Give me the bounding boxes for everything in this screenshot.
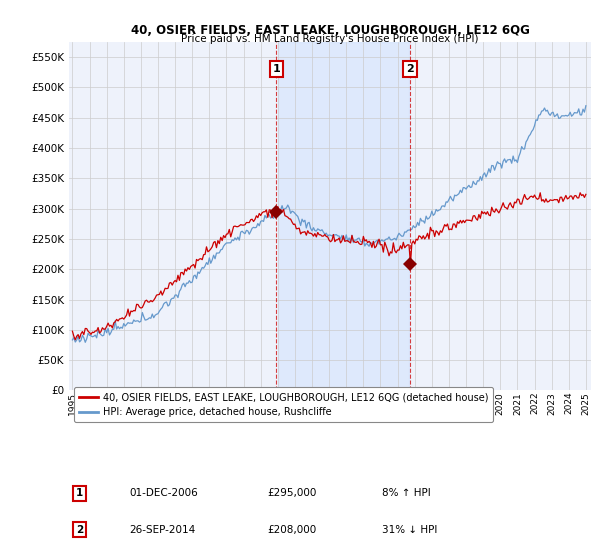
Text: 40, OSIER FIELDS, EAST LEAKE, LOUGHBOROUGH, LE12 6QG: 40, OSIER FIELDS, EAST LEAKE, LOUGHBOROU… — [131, 24, 529, 37]
Text: 2: 2 — [406, 64, 414, 74]
Text: 2: 2 — [76, 525, 83, 535]
Text: £295,000: £295,000 — [268, 488, 317, 498]
Text: Price paid vs. HM Land Registry's House Price Index (HPI): Price paid vs. HM Land Registry's House … — [181, 34, 479, 44]
Text: 31% ↓ HPI: 31% ↓ HPI — [382, 525, 437, 535]
Text: 1: 1 — [76, 488, 83, 498]
Text: £208,000: £208,000 — [268, 525, 317, 535]
Legend: 40, OSIER FIELDS, EAST LEAKE, LOUGHBOROUGH, LE12 6QG (detached house), HPI: Aver: 40, OSIER FIELDS, EAST LEAKE, LOUGHBOROU… — [74, 388, 493, 422]
Text: 1: 1 — [272, 64, 280, 74]
Text: 01-DEC-2006: 01-DEC-2006 — [129, 488, 198, 498]
Text: 8% ↑ HPI: 8% ↑ HPI — [382, 488, 431, 498]
Text: 26-SEP-2014: 26-SEP-2014 — [129, 525, 195, 535]
